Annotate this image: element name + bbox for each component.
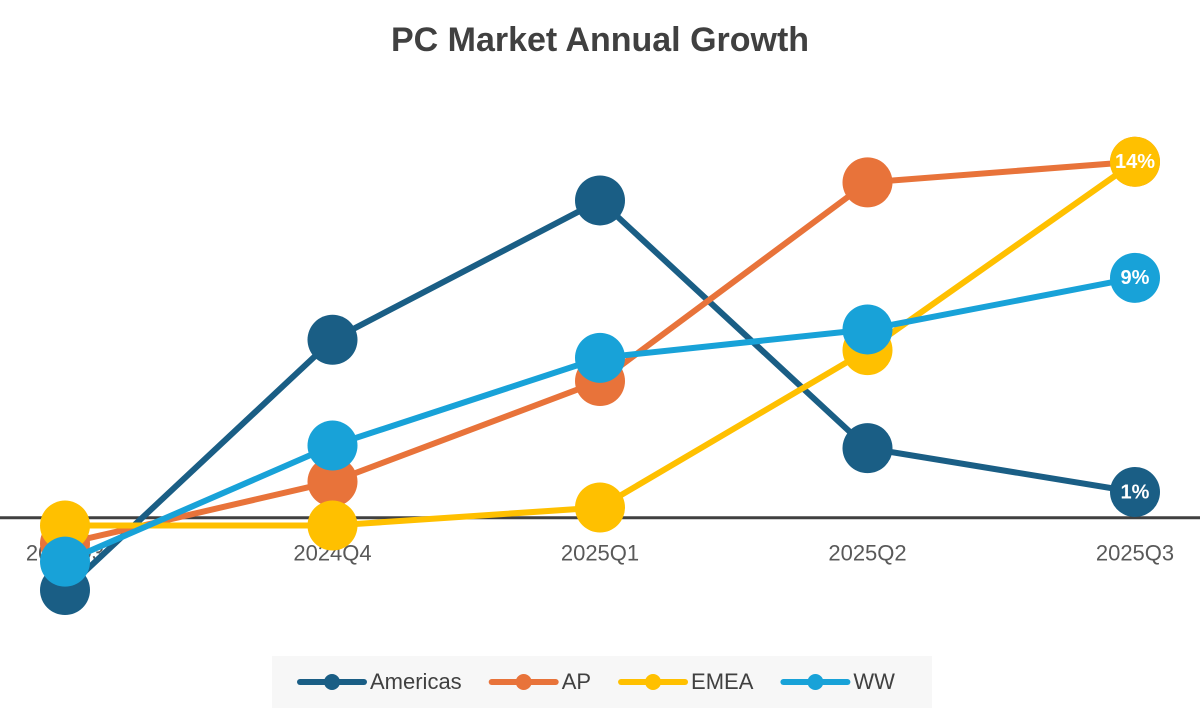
- chart-title: PC Market Annual Growth: [391, 21, 809, 59]
- data-label: 14%: [1115, 151, 1155, 173]
- legend-marker: [807, 674, 824, 690]
- data-point: [307, 456, 358, 507]
- data-point: [575, 332, 625, 383]
- data-point: [307, 500, 358, 551]
- legend-label: WW: [853, 669, 895, 694]
- data-point: [575, 175, 625, 226]
- data-point: [842, 423, 893, 474]
- x-tick-label: 2025Q1: [561, 541, 639, 566]
- legend-label: AP: [562, 669, 591, 694]
- data-point: [1110, 252, 1160, 303]
- legend-marker: [515, 674, 532, 690]
- data-point: [307, 314, 358, 365]
- data-point: [307, 420, 358, 471]
- legend-label: EMEA: [691, 669, 754, 694]
- data-point: [842, 304, 893, 355]
- legend-label: Americas: [370, 669, 462, 694]
- x-tick-label: 2025Q3: [1096, 541, 1174, 566]
- legend-marker: [645, 674, 662, 690]
- data-point: [1110, 467, 1160, 517]
- x-tick-label: 2025Q2: [828, 541, 906, 566]
- data-point: [40, 500, 90, 551]
- data-point: [40, 536, 90, 587]
- data-label: 1%: [1121, 481, 1150, 503]
- legend-marker: [324, 674, 340, 690]
- data-point: [842, 157, 893, 208]
- data-point: [1110, 136, 1160, 187]
- data-label: 9%: [1121, 267, 1150, 289]
- data-point: [575, 482, 625, 533]
